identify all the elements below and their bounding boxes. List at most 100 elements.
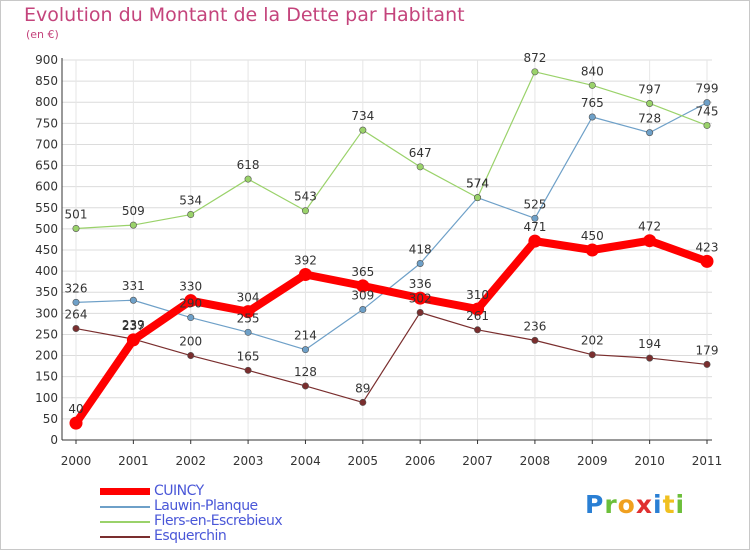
data-label: 194 [638,337,661,351]
y-tick-label: 100 [35,391,58,405]
chart-subtitle: (en €) [26,28,59,41]
data-label: 304 [237,291,260,305]
data-point [703,121,711,129]
y-tick-label: 50 [43,412,58,426]
data-point [416,308,424,316]
data-label: 214 [294,329,317,343]
data-point [531,214,539,222]
data-point [416,260,424,268]
data-point [187,352,195,360]
data-label: 302 [409,291,432,305]
data-label: 501 [65,207,88,221]
data-point [646,129,654,137]
x-tick-label: 2009 [577,454,608,468]
y-tick-label: 150 [35,370,58,384]
data-label: 336 [409,277,432,291]
data-label: 331 [122,279,145,293]
data-label: 450 [581,229,604,243]
data-point [72,224,80,232]
data-label: 326 [65,281,88,295]
logo-letter: i [653,490,663,519]
legend-swatch-esquerchin [100,536,150,538]
data-label: 365 [351,265,374,279]
data-label: 179 [696,343,719,357]
data-point [646,99,654,107]
series-line-esquerchin [75,311,708,404]
data-label: 202 [581,334,604,348]
y-tick-label: 450 [35,243,58,257]
x-tick-label: 2005 [348,454,379,468]
data-label: 543 [294,190,317,204]
data-point [244,175,252,183]
legend-label-cuincy: CUINCY [154,483,204,499]
data-label: 330 [179,280,202,294]
data-label: 471 [523,220,546,234]
data-label: 261 [466,309,489,323]
series-line-cuincy [72,236,711,428]
logo-letter: P [585,490,605,519]
data-point [129,221,137,229]
x-tick-label: 2001 [118,454,149,468]
data-label: 840 [581,64,604,78]
data-label: 89 [355,381,370,395]
data-point [474,326,482,334]
data-label: 290 [179,297,202,311]
legend-label-esquerchin: Esquerchin [154,528,227,544]
data-label: 574 [466,177,489,191]
legend-swatch-lauwin-planque [100,506,150,508]
data-point [359,306,367,314]
y-tick-label: 0 [50,433,58,447]
data-label: 797 [638,82,661,96]
y-tick-label: 650 [35,159,58,173]
y-tick-label: 200 [35,349,58,363]
proxiti-logo: Proxiti [585,490,685,519]
data-point [531,68,539,76]
y-tick-label: 750 [35,116,58,130]
data-point [301,207,309,215]
data-label: 872 [523,51,546,65]
data-label: 418 [409,243,432,257]
data-point [474,194,482,202]
data-point [585,243,599,257]
x-tick-label: 2007 [462,454,493,468]
y-tick-label: 550 [35,201,58,215]
data-point [241,305,255,319]
data-point [703,360,711,368]
legend-swatch-cuincy [100,488,150,495]
x-tick-label: 2002 [175,454,206,468]
data-label: 765 [581,96,604,110]
data-label: 40 [68,402,83,416]
logo-letter: r [604,490,618,519]
logo-letter: x [635,490,653,519]
y-tick-label: 900 [35,53,58,67]
y-tick-label: 250 [35,327,58,341]
y-tick-label: 300 [35,306,58,320]
x-tick-label: 2000 [61,454,92,468]
data-label: 264 [65,308,88,322]
data-point [129,296,137,304]
data-point [126,333,140,347]
data-label: 574 [466,177,489,191]
data-label: 200 [179,335,202,349]
data-point [69,416,83,430]
x-tick-label: 2003 [233,454,264,468]
data-point [301,346,309,354]
y-tick-label: 600 [35,180,58,194]
chart-title: Evolution du Montant de la Dette par Hab… [24,4,465,26]
x-tick-label: 2010 [634,454,665,468]
y-tick-label: 400 [35,264,58,278]
data-point [471,302,485,316]
data-point [528,234,542,248]
data-label: 310 [466,288,489,302]
logo-letter: i [675,490,686,519]
data-label: 728 [638,112,661,126]
data-point [646,354,654,362]
data-label: 745 [696,104,719,118]
data-label: 525 [523,197,546,211]
data-point [298,267,312,281]
data-point [301,382,309,390]
data-label: 236 [523,319,546,333]
data-label: 799 [696,82,719,96]
